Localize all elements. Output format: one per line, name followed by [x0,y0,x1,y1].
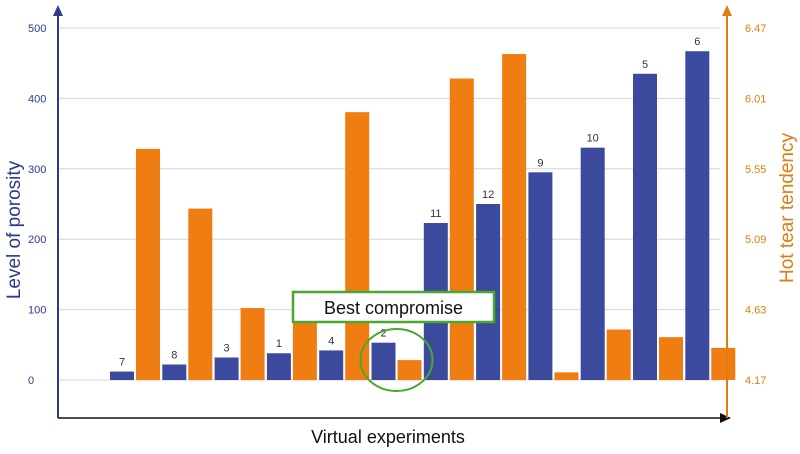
bar-label: 3 [224,342,230,354]
bar-labels: 7 8 3 1 4 2 11 12 9 10 5 6 [119,36,700,368]
y-right-tick-label: 5.09 [745,234,766,246]
y-left-tick-label: 0 [28,375,34,387]
bar-hot-tear-5 [659,337,683,380]
bar-label: 7 [119,357,125,369]
annotation: Best compromise [291,290,496,392]
annotation-box [291,290,496,324]
bar-label: 6 [694,36,700,48]
tick-labels: 0 100 200 300 400 500 4.17 4.63 5.09 5.55 6.01 6.47 [28,23,766,387]
bar-porosity-7 [110,371,134,380]
annotation-text: Best compromise [324,298,463,318]
y-axis-left-arrow [53,5,63,16]
y-left-tick-label: 100 [28,305,46,317]
bar-hot-tear-11 [449,78,474,381]
y-right-tick-label: 6.01 [745,93,766,105]
x-axis-label: Virtual experiments [311,427,465,447]
bar-hot-tear-7 [136,148,160,380]
bar-label: 8 [171,350,177,362]
annotation-circle [359,328,434,392]
y-right-tick-label: 6.47 [745,23,766,35]
y-left-tick-label: 300 [28,164,46,176]
y-left-tick-label: 200 [28,234,46,246]
y-right-tick-label: 5.55 [745,164,766,176]
bar-hot-tear-6 [711,347,736,380]
bar-hot-tear-2 [397,360,422,380]
y-axis-left-label: Level of porosity [4,160,25,299]
y-left-tick-label: 500 [28,23,46,35]
bar-porosity-6 [685,51,710,381]
bar-hot-tear-12 [502,54,527,380]
y-right-tick-label: 4.17 [745,375,766,387]
bar-label: 4 [328,335,334,347]
bar-label: 11 [430,208,441,220]
bar-porosity-5 [633,73,657,380]
bar-porosity-2 [371,342,396,380]
bar-label: 10 [587,133,599,145]
y-left-tick-label: 400 [28,93,46,105]
bar-hot-tear-9 [554,372,579,380]
axes [53,5,732,423]
bars [110,51,736,381]
bar-porosity-4 [319,350,344,380]
bar-porosity-3 [214,357,239,380]
y-right-tick-label: 4.63 [745,305,766,317]
bar-label: 9 [537,157,543,169]
bar-label: 2 [380,328,386,340]
bar-hot-tear-8 [188,208,213,380]
bar-hot-tear-1 [292,317,317,380]
bar-label: 5 [642,59,648,71]
bar-label: 12 [482,189,494,201]
x-axis-arrow [720,413,731,423]
y-axis-right-arrow [722,5,732,16]
bar-porosity-8 [162,364,187,380]
bar-hot-tear-3 [240,308,265,380]
bar-porosity-1 [266,353,291,380]
bar-label: 1 [276,338,282,350]
bar-porosity-10 [580,147,605,380]
bar-porosity-9 [528,172,553,380]
bar-hot-tear-10 [606,329,631,380]
y-axis-right-label: Hot tear tendency [777,133,798,283]
bar-hot-tear-4 [345,112,370,380]
